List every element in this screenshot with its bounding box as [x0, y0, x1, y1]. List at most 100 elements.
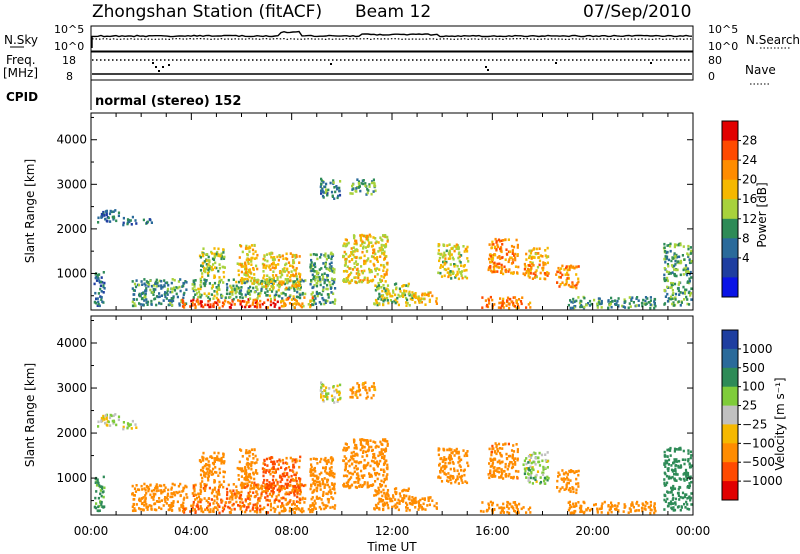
data-cell	[381, 248, 384, 251]
data-cell	[105, 417, 108, 420]
data-cell	[663, 484, 666, 487]
data-cell	[265, 253, 269, 256]
data-cell	[523, 472, 526, 476]
data-cell	[131, 509, 135, 512]
data-cell	[267, 281, 270, 284]
data-cell	[372, 382, 375, 385]
data-cell	[246, 274, 250, 277]
data-cell	[163, 483, 166, 487]
data-cell	[249, 502, 252, 505]
data-cell	[667, 477, 670, 480]
data-cell	[495, 444, 498, 447]
data-cell	[262, 474, 265, 478]
data-cell	[494, 458, 497, 461]
data-cell	[493, 303, 496, 306]
data-cell	[318, 292, 321, 295]
data-cell	[240, 281, 243, 285]
data-cell	[199, 498, 202, 501]
data-cell	[679, 304, 682, 307]
data-cell	[153, 508, 156, 511]
data-cell	[357, 180, 361, 183]
data-cell	[380, 484, 384, 487]
data-cell	[437, 249, 440, 252]
data-cell	[143, 500, 146, 503]
data-cell	[348, 281, 351, 285]
data-cell	[457, 452, 460, 455]
data-cell	[327, 392, 330, 395]
data-cell	[199, 293, 202, 296]
data-cell	[196, 300, 199, 304]
data-cell	[253, 281, 256, 284]
data-cell	[565, 487, 568, 491]
data-cell	[663, 289, 666, 292]
data-cell	[664, 459, 667, 463]
data-cell	[490, 254, 493, 258]
data-cell	[572, 490, 575, 494]
data-cell	[378, 472, 381, 476]
data-cell	[158, 506, 161, 509]
data-cell	[363, 278, 366, 281]
data-cell	[386, 235, 389, 239]
data-cell	[265, 469, 268, 472]
data-cell	[286, 267, 289, 271]
data-cell	[467, 260, 470, 263]
data-cell	[345, 481, 348, 485]
data-cell	[684, 506, 687, 509]
data-cell	[152, 284, 155, 287]
data-cell	[600, 504, 603, 508]
data-cell	[264, 291, 267, 294]
data-cell	[291, 255, 294, 259]
data-cell	[646, 297, 649, 300]
data-cell	[255, 508, 259, 511]
data-cell	[98, 281, 101, 284]
data-cell	[330, 255, 333, 258]
data-cell	[368, 241, 371, 244]
data-cell	[673, 469, 676, 472]
data-cell	[673, 282, 677, 286]
data-cell	[687, 244, 690, 248]
data-cell	[398, 287, 401, 291]
data-cell	[411, 503, 414, 506]
data-cell	[213, 294, 216, 298]
data-cell	[353, 262, 356, 265]
data-cell	[223, 470, 226, 474]
data-cell	[183, 507, 186, 511]
data-cell	[326, 299, 329, 303]
data-cell	[115, 423, 118, 427]
data-cell	[310, 279, 313, 282]
data-cell	[274, 508, 277, 511]
data-cell	[259, 510, 262, 514]
data-cell	[375, 300, 378, 303]
data-cell	[446, 448, 449, 452]
data-cell	[266, 294, 269, 297]
data-cell	[688, 279, 691, 283]
data-cell	[528, 276, 531, 279]
data-cell	[321, 277, 324, 281]
data-cell	[378, 302, 381, 305]
data-cell	[376, 287, 379, 291]
data-cell	[293, 491, 296, 495]
data-cell	[527, 454, 531, 458]
data-cell	[375, 258, 379, 262]
data-cell	[360, 469, 363, 473]
data-cell	[675, 274, 678, 278]
data-cell	[213, 480, 216, 483]
data-cell	[379, 485, 382, 488]
data-cell	[155, 285, 158, 288]
data-cell	[324, 265, 327, 269]
data-cell	[213, 252, 216, 256]
data-cell	[176, 500, 179, 504]
data-cell	[249, 450, 252, 454]
data-cell	[213, 281, 217, 285]
data-cell	[600, 302, 603, 306]
data-cell	[670, 506, 673, 510]
data-cell	[313, 503, 316, 507]
data-cell	[534, 452, 537, 455]
data-cell	[166, 498, 169, 501]
data-cell	[102, 271, 105, 274]
data-cell	[507, 238, 510, 241]
data-cell	[192, 503, 195, 507]
data-cell	[379, 236, 382, 239]
data-cell	[514, 252, 517, 256]
data-cell	[256, 483, 259, 487]
